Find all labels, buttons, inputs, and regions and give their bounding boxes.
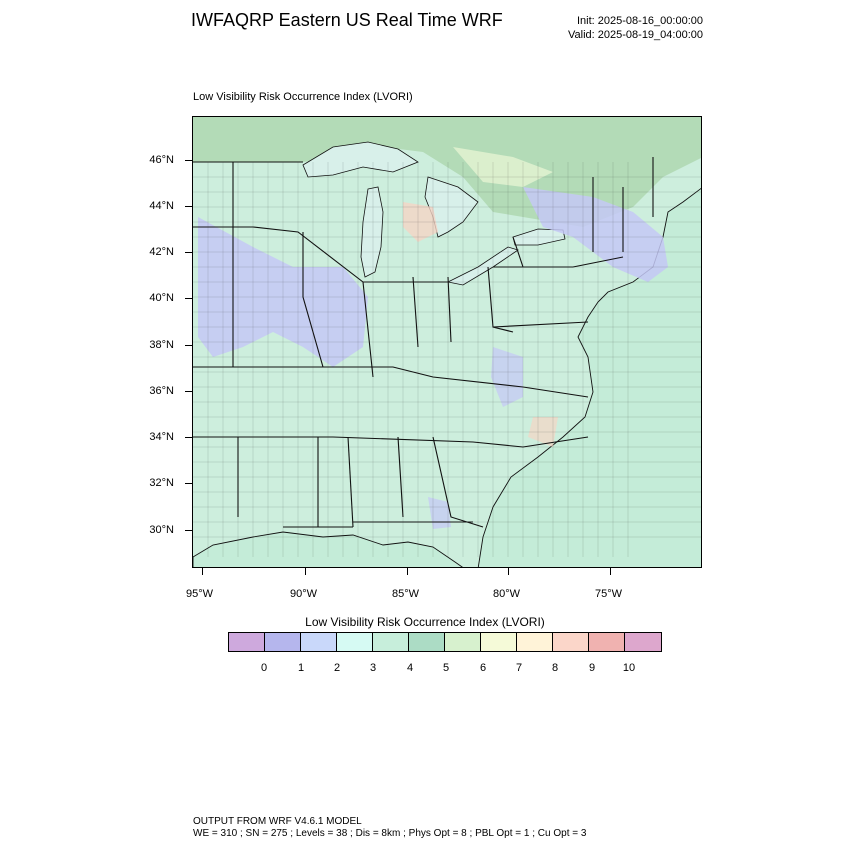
colorbar-title: Low Visibility Risk Occurrence Index (LV… xyxy=(305,615,545,629)
valid-time: Valid: 2025-08-19_04:00:00 xyxy=(568,29,703,41)
lat-label-38: 38°N xyxy=(149,339,174,351)
lon-label-75: 75°W xyxy=(595,588,623,600)
map-canvas xyxy=(193,117,701,567)
colorbar xyxy=(228,632,662,652)
colorbar-swatch xyxy=(625,633,661,651)
lat-label-36: 36°N xyxy=(149,385,174,397)
map-title: IWFAQRP Eastern US Real Time WRF xyxy=(191,10,503,30)
colorbar-label-6: 6 xyxy=(479,662,487,674)
lake-superior xyxy=(302,141,419,178)
colorbar-swatch xyxy=(301,633,337,651)
colorbar-label-9: 9 xyxy=(588,662,596,674)
lat-tick-32 xyxy=(185,483,192,484)
init-time: Init: 2025-08-16_00:00:00 xyxy=(577,15,703,27)
lon-label-85: 85°W xyxy=(392,588,420,600)
colorbar-label-4: 4 xyxy=(406,662,414,674)
low-risk-virginia xyxy=(491,347,523,407)
lon-tick-80 xyxy=(508,568,509,575)
lon-tick-90 xyxy=(305,568,306,575)
lat-tick-44 xyxy=(185,206,192,207)
lat-label-40: 40°N xyxy=(149,292,174,304)
colorbar-label-10: 10 xyxy=(622,662,636,674)
low-risk-northeast xyxy=(523,187,668,282)
lat-tick-34 xyxy=(185,437,192,438)
field-subtitle: Low Visibility Risk Occurrence Index (LV… xyxy=(193,91,413,103)
colorbar-swatch xyxy=(409,633,445,651)
colorbar-label-7: 7 xyxy=(515,662,523,674)
lon-label-95: 95°W xyxy=(186,588,214,600)
model-info: OUTPUT FROM WRF V4.6.1 MODEL WE = 310 ; … xyxy=(193,816,586,840)
lat-label-34: 34°N xyxy=(149,431,174,443)
colorbar-swatch xyxy=(373,633,409,651)
colorbar-swatch xyxy=(265,633,301,651)
lon-tick-75 xyxy=(610,568,611,575)
colorbar-swatch xyxy=(517,633,553,651)
colorbar-swatch xyxy=(229,633,265,651)
run-times: Init: 2025-08-16_00:00:00 Valid: 2025-08… xyxy=(568,14,703,42)
lat-label-44: 44°N xyxy=(149,200,174,212)
lat-label-42: 42°N xyxy=(149,246,174,258)
colorbar-swatch xyxy=(553,633,589,651)
colorbar-label-8: 8 xyxy=(551,662,559,674)
lat-tick-30 xyxy=(185,530,192,531)
colorbar-swatch xyxy=(589,633,625,651)
lat-label-32: 32°N xyxy=(149,477,174,489)
lat-tick-42 xyxy=(185,252,192,253)
lake-michigan xyxy=(360,186,384,278)
lat-label-46: 46°N xyxy=(149,154,174,166)
colorbar-label-0: 0 xyxy=(260,662,268,674)
colorbar-label-2: 2 xyxy=(333,662,341,674)
model-version: OUTPUT FROM WRF V4.6.1 MODEL xyxy=(193,816,362,827)
colorbar-label-1: 1 xyxy=(297,662,305,674)
lat-tick-38 xyxy=(185,345,192,346)
colorbar-label-5: 5 xyxy=(442,662,450,674)
lat-tick-40 xyxy=(185,298,192,299)
colorbar-swatch xyxy=(337,633,373,651)
colorbar-swatch xyxy=(445,633,481,651)
county-grid xyxy=(193,162,701,557)
lon-label-90: 90°W xyxy=(290,588,318,600)
lon-tick-85 xyxy=(407,568,408,575)
low-risk-georgia xyxy=(428,497,451,529)
lon-label-80: 80°W xyxy=(493,588,521,600)
colorbar-label-3: 3 xyxy=(369,662,377,674)
model-config: WE = 310 ; SN = 275 ; Levels = 38 ; Dis … xyxy=(193,828,587,839)
lat-tick-46 xyxy=(185,160,192,161)
colorbar-swatch xyxy=(481,633,517,651)
lat-label-30: 30°N xyxy=(149,524,174,536)
lat-tick-36 xyxy=(185,391,192,392)
map-panel xyxy=(192,116,702,568)
lon-tick-95 xyxy=(202,568,203,575)
